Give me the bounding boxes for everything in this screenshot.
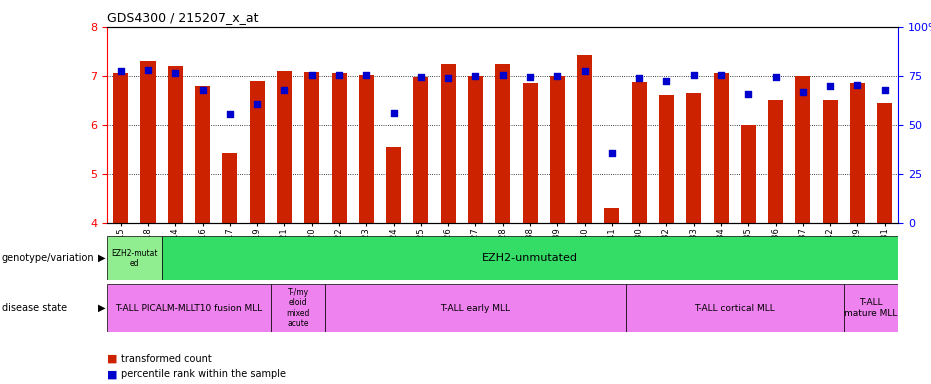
Point [114, 68, 128, 74]
Bar [795, 76, 810, 223]
Bar [325, 284, 626, 332]
Bar [713, 73, 729, 223]
Bar [550, 76, 565, 223]
Text: T-/my
eloid
mixed
acute: T-/my eloid mixed acute [287, 288, 310, 328]
Bar [522, 83, 537, 223]
Text: GDS4300 / 215207_x_at: GDS4300 / 215207_x_at [107, 12, 259, 25]
Text: ▶: ▶ [98, 303, 105, 313]
Point [250, 101, 264, 107]
Point [168, 70, 182, 76]
Text: EZH2-unmutated: EZH2-unmutated [482, 253, 578, 263]
Text: disease state: disease state [2, 303, 67, 313]
Bar [331, 73, 346, 223]
Bar [277, 71, 292, 223]
Point [795, 88, 810, 94]
Bar [250, 81, 264, 223]
Bar [107, 236, 162, 280]
Text: percentile rank within the sample: percentile rank within the sample [121, 369, 286, 379]
Bar [823, 100, 838, 223]
Bar [843, 284, 898, 332]
Bar [141, 61, 155, 223]
Point [358, 72, 373, 78]
Text: T-ALL
mature MLL: T-ALL mature MLL [844, 298, 897, 318]
Text: genotype/variation: genotype/variation [2, 253, 94, 263]
Bar [196, 86, 210, 223]
Bar [768, 100, 783, 223]
Bar [107, 284, 271, 332]
Point [686, 72, 701, 78]
Bar [495, 64, 510, 223]
Point [713, 72, 728, 78]
Bar [304, 72, 319, 223]
Point [877, 86, 892, 93]
Text: ■: ■ [107, 369, 117, 379]
Bar [440, 64, 455, 223]
Bar [468, 76, 483, 223]
Text: T-ALL early MLL: T-ALL early MLL [440, 304, 510, 313]
Text: T-ALL PICALM-MLLT10 fusion MLL: T-ALL PICALM-MLLT10 fusion MLL [115, 304, 263, 313]
Point [850, 81, 865, 88]
Point [495, 72, 510, 78]
Point [522, 74, 537, 80]
Bar [877, 103, 892, 223]
Point [141, 67, 155, 73]
Bar [577, 55, 592, 223]
Point [741, 91, 756, 98]
Point [413, 74, 428, 80]
Text: transformed count: transformed count [121, 354, 211, 364]
Point [604, 150, 619, 156]
Bar [626, 284, 843, 332]
Point [577, 68, 592, 74]
Text: EZH2-mutat
ed: EZH2-mutat ed [111, 248, 157, 268]
Point [632, 75, 647, 81]
Point [386, 109, 401, 116]
Text: T-ALL cortical MLL: T-ALL cortical MLL [695, 304, 776, 313]
Point [196, 86, 210, 93]
Bar [223, 153, 237, 223]
Point [223, 111, 237, 117]
Bar [168, 66, 182, 223]
Point [440, 75, 455, 81]
Bar [741, 125, 756, 223]
Point [823, 83, 838, 89]
Bar [386, 147, 401, 223]
Bar [686, 93, 701, 223]
Bar [271, 284, 325, 332]
Bar [413, 77, 428, 223]
Bar [631, 82, 647, 223]
Point [550, 73, 565, 79]
Bar [659, 96, 674, 223]
Point [331, 72, 346, 78]
Bar [358, 75, 374, 223]
Point [659, 78, 674, 84]
Point [277, 86, 292, 93]
Bar [604, 208, 619, 223]
Text: ▶: ▶ [98, 253, 105, 263]
Point [468, 73, 483, 79]
Bar [114, 73, 128, 223]
Text: ■: ■ [107, 354, 117, 364]
Point [304, 72, 319, 78]
Point [768, 74, 783, 80]
Bar [850, 83, 865, 223]
